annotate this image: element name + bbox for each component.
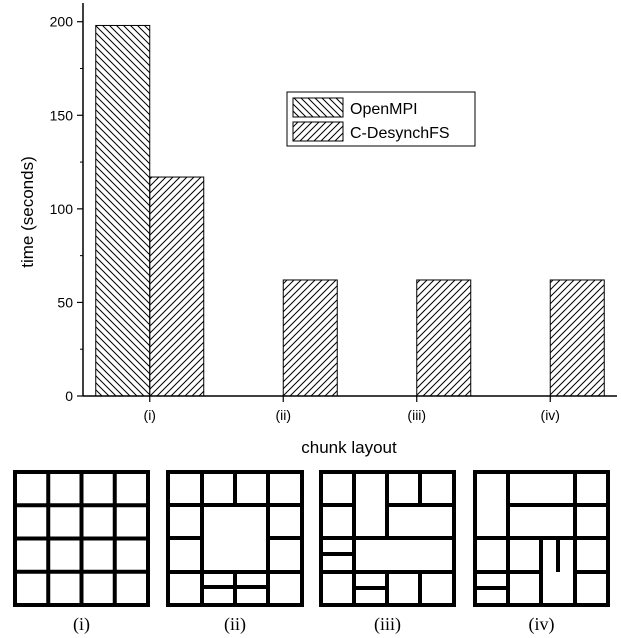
bar-c-desynchfs-4 — [549, 279, 605, 397]
legend-swatch-openmpi — [292, 97, 344, 118]
y-axis-ticks: 0 50 100 150 200 — [50, 14, 83, 404]
layout-caption-i: (i) — [73, 614, 90, 635]
layout-caption-iii: (iii) — [374, 614, 401, 635]
bar-openmpi-1 — [95, 24, 151, 397]
x-axis-ticks: (i) (ii) (iii) (iv) — [144, 396, 560, 423]
legend: OpenMPI C-DesynchFS — [286, 91, 476, 147]
layout-diagram-ii — [166, 470, 304, 607]
x-tick-label-2: (ii) — [275, 407, 291, 423]
layout-diagram-iii — [319, 470, 456, 607]
layout-diagram-iv — [473, 470, 610, 607]
y-tick-label-50: 50 — [57, 294, 73, 310]
x-tick-label-3: (iii) — [407, 407, 426, 423]
y-axis-label: time (seconds) — [18, 156, 37, 267]
y-tick-label-0: 0 — [65, 388, 73, 404]
legend-label-cdesynchfs: C-DesynchFS — [350, 125, 450, 142]
layout-diagram-i — [13, 470, 150, 607]
legend-label-openmpi: OpenMPI — [350, 101, 418, 118]
y-tick-label-100: 100 — [50, 201, 74, 217]
x-tick-label-1: (i) — [144, 407, 156, 423]
bar-c-desynchfs-3 — [416, 279, 472, 397]
bar-series — [95, 24, 605, 397]
y-tick-label-200: 200 — [50, 14, 74, 30]
layout-caption-ii: (ii) — [224, 614, 246, 635]
layout-caption-iv: (iv) — [529, 614, 555, 635]
bar-c-desynchfs-2 — [282, 279, 338, 397]
x-tick-label-4: (iv) — [541, 407, 560, 423]
bar-c-desynchfs-1 — [149, 176, 205, 397]
x-axis-label: chunk layout — [301, 438, 397, 457]
y-tick-label-150: 150 — [50, 107, 74, 123]
legend-swatch-cdesynchfs — [292, 121, 344, 142]
